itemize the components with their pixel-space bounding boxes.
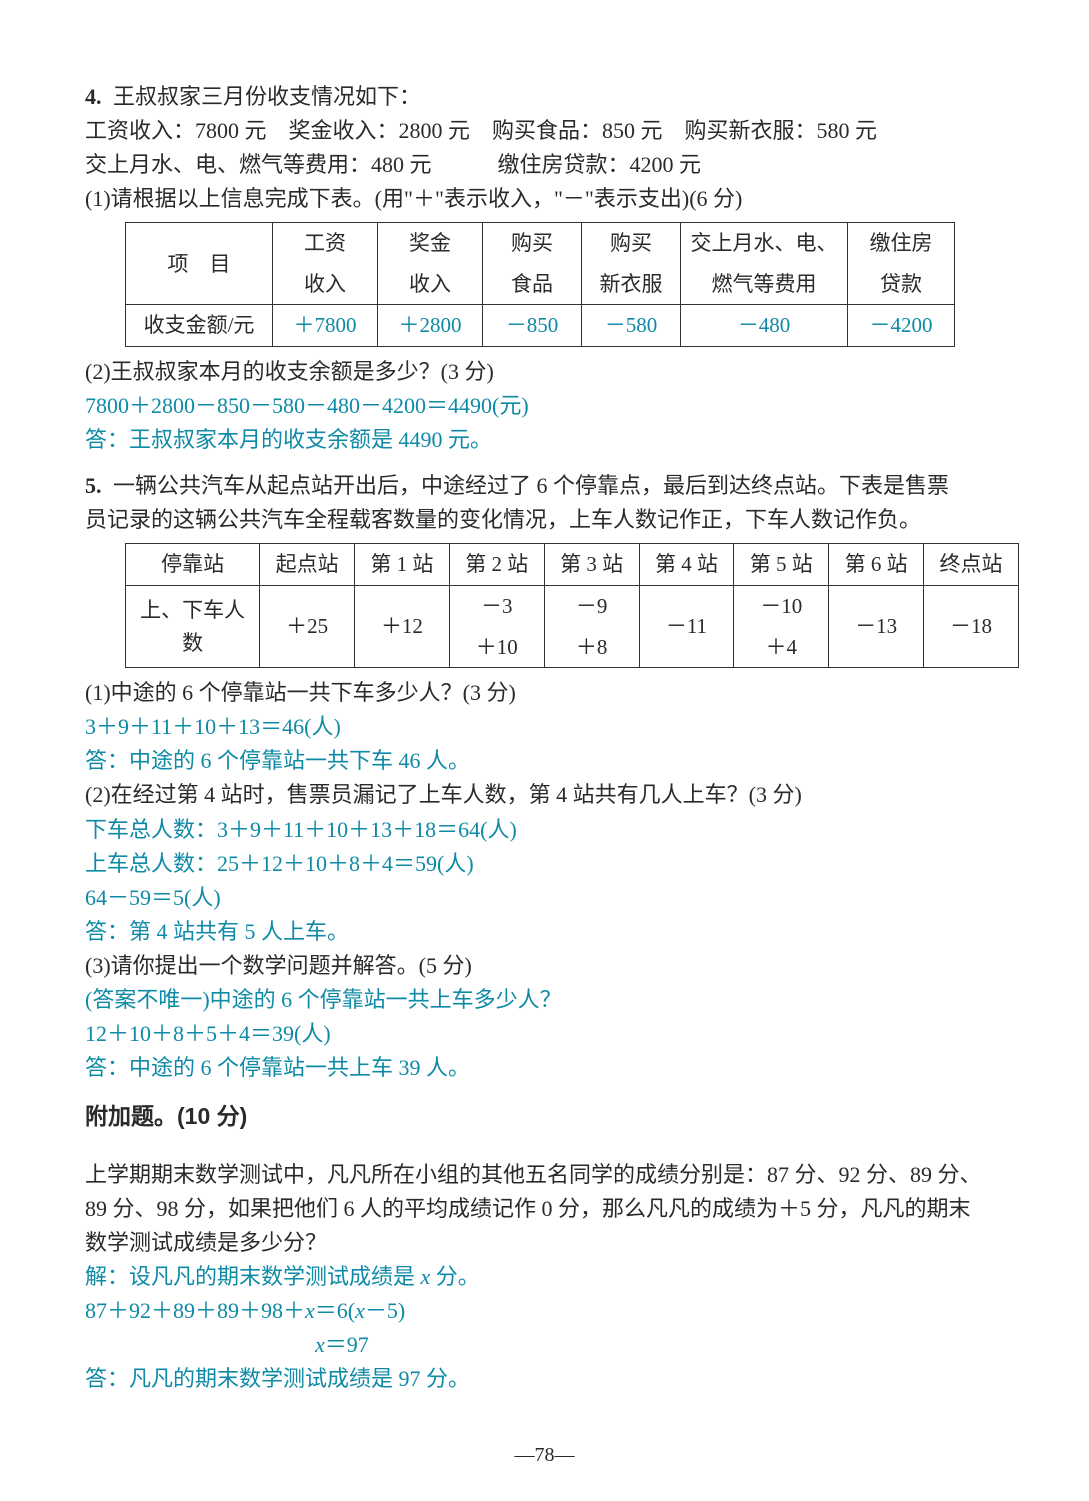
q4-sub1: (1)请根据以上信息完成下表。(用"＋"表示收入，"－"表示支出)(6 分) xyxy=(85,182,1019,216)
q4-th: 交上月水、电、 xyxy=(681,223,848,264)
bonus-title: 附加题。(10 分) xyxy=(85,1099,1019,1135)
q5-cell: －10 xyxy=(734,586,829,627)
q5-cell: －3 xyxy=(449,586,544,627)
bonus-a-ans: 答：凡凡的期末数学测试成绩是 97 分。 xyxy=(85,1362,1019,1396)
q5-th: 停靠站 xyxy=(126,544,260,586)
bonus-var-x: x xyxy=(305,1298,315,1323)
q5-a3-ans: 答：中途的 6 个停靠站一共上车 39 人。 xyxy=(85,1051,1019,1085)
bonus-a-l1: 解：设凡凡的期末数学测试成绩是 x 分。 xyxy=(85,1260,1019,1294)
q5-sub3: (3)请你提出一个数学问题并解答。(5 分) xyxy=(85,949,1019,983)
q4-th: 购买 xyxy=(483,223,582,264)
q4-val: ＋7800 xyxy=(273,305,378,347)
table-row: 收支金额/元 ＋7800 ＋2800 －850 －580 －480 －4200 xyxy=(126,305,955,347)
bonus-a-l2-pre: 87＋92＋89＋89＋98＋ xyxy=(85,1298,305,1323)
q4-val: －850 xyxy=(483,305,582,347)
bonus-var-x: x xyxy=(355,1298,365,1323)
q5-cell: ＋10 xyxy=(449,627,544,668)
page-number: —78— xyxy=(0,1440,1089,1471)
q4-th: 新衣服 xyxy=(582,264,681,305)
q5-number: 5. xyxy=(85,469,113,503)
q5-th: 第 4 站 xyxy=(639,544,734,586)
q5-cell: －11 xyxy=(639,586,734,668)
q5-th: 第 6 站 xyxy=(829,544,924,586)
q5-stem-1: 一辆公共汽车从起点站开出后，中途经过了 6 个停靠点，最后到达终点站。下表是售票 xyxy=(113,473,949,498)
q5-a1-calc: 3＋9＋11＋10＋13＝46(人) xyxy=(85,710,1019,744)
question-4: 4.王叔叔家三月份收支情况如下： 工资收入：7800 元 奖金收入：2800 元… xyxy=(85,80,1019,457)
q4-sub2: (2)王叔叔家本月的收支余额是多少？(3 分) xyxy=(85,355,1019,389)
q4-th: 收入 xyxy=(273,264,378,305)
q5-cell: ＋4 xyxy=(734,627,829,668)
q5-a2-ans: 答：第 4 站共有 5 人上车。 xyxy=(85,915,1019,949)
q4-th: 购买 xyxy=(582,223,681,264)
q5-cell: －13 xyxy=(829,586,924,668)
q4-number: 4. xyxy=(85,80,113,114)
q5-a2-l1: 下车总人数：3＋9＋11＋10＋13＋18＝64(人) xyxy=(85,813,1019,847)
q4-th: 食品 xyxy=(483,264,582,305)
q4-val: －480 xyxy=(681,305,848,347)
q4-th: 缴住房 xyxy=(848,223,955,264)
q4-val: －4200 xyxy=(848,305,955,347)
q5-th: 第 3 站 xyxy=(544,544,639,586)
table-row: 上、下车人数 ＋25 ＋12 －3 －9 －11 －10 －13 －18 xyxy=(126,586,1019,627)
bonus-var-x: x xyxy=(315,1332,325,1357)
table-row: 项 目 工资 奖金 购买 购买 交上月水、电、 缴住房 xyxy=(126,223,955,264)
q4-table: 项 目 工资 奖金 购买 购买 交上月水、电、 缴住房 收入 收入 食品 新衣服… xyxy=(125,222,955,347)
q5-th: 第 1 站 xyxy=(355,544,450,586)
q5-row-label: 上、下车人数 xyxy=(126,586,260,668)
q4-stem-2: 工资收入：7800 元 奖金收入：2800 元 购买食品：850 元 购买新衣服… xyxy=(85,114,1019,148)
table-row: 停靠站 起点站 第 1 站 第 2 站 第 3 站 第 4 站 第 5 站 第 … xyxy=(126,544,1019,586)
q5-cell: ＋12 xyxy=(355,586,450,668)
q5-sub2: (2)在经过第 4 站时，售票员漏记了上车人数，第 4 站共有几人上车？(3 分… xyxy=(85,778,1019,812)
q4-th: 贷款 xyxy=(848,264,955,305)
q5-a2-l3: 64－59＝5(人) xyxy=(85,881,1019,915)
bonus-stem-1: 上学期期末数学测试中，凡凡所在小组的其他五名同学的成绩分别是：87 分、92 分… xyxy=(85,1158,1019,1192)
q4-stem-3: 交上月水、电、燃气等费用：480 元 缴住房贷款：4200 元 xyxy=(85,148,1019,182)
bonus-var-x: x xyxy=(421,1264,431,1289)
q5-th: 第 5 站 xyxy=(734,544,829,586)
q4-row-label: 收支金额/元 xyxy=(126,305,273,347)
q5-th: 第 2 站 xyxy=(449,544,544,586)
bonus-a-l2: 87＋92＋89＋89＋98＋x＝6(x－5) xyxy=(85,1294,1019,1328)
q4-stem-1: 王叔叔家三月份收支情况如下： xyxy=(113,84,421,109)
q5-th: 终点站 xyxy=(924,544,1019,586)
q4-th: 奖金 xyxy=(378,223,483,264)
q5-th: 起点站 xyxy=(260,544,355,586)
q5-a3-l1: (答案不唯一)中途的 6 个停靠站一共上车多少人？ xyxy=(85,983,1019,1017)
q5-cell: －18 xyxy=(924,586,1019,668)
q4-th: 工资 xyxy=(273,223,378,264)
bonus-a-l3: x＝97 xyxy=(85,1328,1019,1362)
bonus-a-l3-post: ＝97 xyxy=(325,1332,369,1357)
bonus-stem-2: 89 分、98 分，如果把他们 6 人的平均成绩记作 0 分，那么凡凡的成绩为＋… xyxy=(85,1192,1019,1226)
bonus-a-l1-post: 分。 xyxy=(430,1264,480,1289)
q5-a3-l2: 12＋10＋8＋5＋4＝39(人) xyxy=(85,1017,1019,1051)
q5-cell: －9 xyxy=(544,586,639,627)
q5-stem-2: 员记录的这辆公共汽车全程载客数量的变化情况，上车人数记作正，下车人数记作负。 xyxy=(85,503,1019,537)
bonus-a-l1-pre: 解：设凡凡的期末数学测试成绩是 xyxy=(85,1264,421,1289)
q4-a2-calc: 7800＋2800－850－580－480－4200＝4490(元) xyxy=(85,389,1019,423)
page: 4.王叔叔家三月份收支情况如下： 工资收入：7800 元 奖金收入：2800 元… xyxy=(0,0,1089,1501)
q4-th: 收入 xyxy=(378,264,483,305)
q5-cell: ＋25 xyxy=(260,586,355,668)
q5-sub1: (1)中途的 6 个停靠站一共下车多少人？(3 分) xyxy=(85,676,1019,710)
q4-a2-ans: 答：王叔叔家本月的收支余额是 4490 元。 xyxy=(85,423,1019,457)
bonus-stem-3: 数学测试成绩是多少分？ xyxy=(85,1226,1019,1260)
q4-val: －580 xyxy=(582,305,681,347)
bonus-a-l2-post: －5) xyxy=(365,1298,405,1323)
q4-th: 燃气等费用 xyxy=(681,264,848,305)
question-5: 5.一辆公共汽车从起点站开出后，中途经过了 6 个停靠点，最后到达终点站。下表是… xyxy=(85,469,1019,1085)
q5-table: 停靠站 起点站 第 1 站 第 2 站 第 3 站 第 4 站 第 5 站 第 … xyxy=(125,543,1019,668)
q5-a1-ans: 答：中途的 6 个停靠站一共下车 46 人。 xyxy=(85,744,1019,778)
q5-a2-l2: 上车总人数：25＋12＋10＋8＋4＝59(人) xyxy=(85,847,1019,881)
q4-th-item: 项 目 xyxy=(126,223,273,305)
bonus-a-l2-mid: ＝6( xyxy=(315,1298,355,1323)
q4-val: ＋2800 xyxy=(378,305,483,347)
q5-cell: ＋8 xyxy=(544,627,639,668)
